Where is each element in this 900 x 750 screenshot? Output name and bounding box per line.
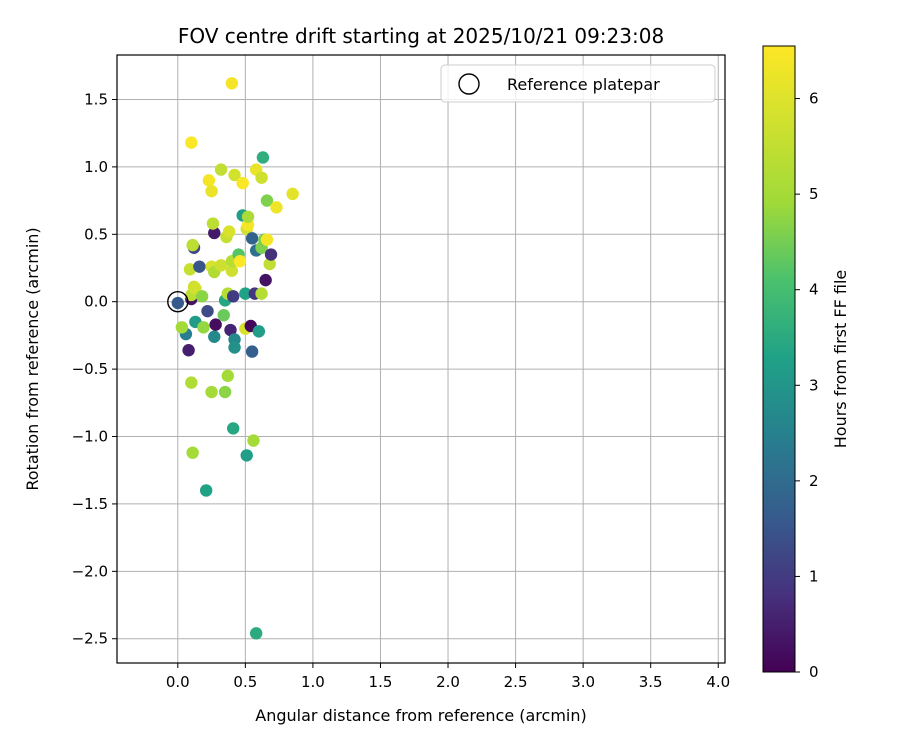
data-point [222,225,236,238]
data-point [217,308,230,322]
data-point [247,434,260,447]
data-point [255,287,268,300]
data-point [221,369,234,383]
colorbar-tick-label: 2 [809,472,819,490]
data-point [255,171,268,184]
y-tick-label: 0.0 [84,293,108,311]
colorbar-tick-label: 0 [809,663,819,681]
data-point [197,321,210,334]
data-point [256,151,270,164]
data-point [193,260,206,273]
x-tick-label: 2.5 [504,673,528,691]
data-point [214,163,228,176]
data-points [167,77,299,640]
x-tick-label: 1.0 [301,673,325,691]
legend: Reference platepar [440,64,716,103]
data-point [226,422,240,435]
y-tick-label: 0.5 [84,225,108,243]
chart-title: FOV centre drift starting at 2025/10/21 … [178,24,664,48]
data-point [233,255,247,268]
x-tick-label: 0.0 [166,673,190,691]
x-tick-label: 0.5 [233,673,257,691]
data-point [226,290,240,303]
y-tick-label: 1.0 [84,158,108,176]
data-point [225,264,239,277]
colorbar-tick-label: 6 [809,90,819,108]
data-point [252,325,266,338]
data-point [245,232,259,245]
reference-platepar-marker [167,291,189,313]
data-point [260,233,274,246]
data-point [183,263,197,276]
data-point [186,446,199,459]
data-point [263,257,276,271]
x-axis-ticks: 0.0 0.5 1.0 1.5 2.0 2.5 3.0 3.5 4.0 [166,663,730,691]
legend-marker-reference [458,73,480,95]
colorbar-label: Hours from first FF file [831,270,850,449]
data-point [225,77,239,90]
data-point [185,376,198,389]
data-point [249,627,263,640]
y-tick-label: −1.0 [72,428,108,446]
x-axis-label: Angular distance from reference (arcmin) [255,706,586,725]
grid [117,55,725,663]
data-point [205,184,218,198]
data-point [228,341,241,354]
y-axis-ticks: 1.5 1.0 0.5 0.0 −0.5 −1.0 −1.5 −2.0 −2.5 [72,90,117,648]
data-point [241,210,255,223]
colorbar-tick-label: 5 [809,185,819,203]
y-tick-label: 1.5 [84,90,108,108]
colorbar-gradient [762,45,796,673]
x-tick-label: 2.0 [436,673,460,691]
y-tick-label: −0.5 [72,360,108,378]
data-point [209,318,222,331]
data-point [201,304,214,318]
data-point [218,385,232,399]
y-axis-label: Rotation from reference (arcmin) [23,227,42,490]
data-point [264,248,278,261]
x-tick-label: 4.0 [706,673,730,691]
data-point [286,187,299,201]
x-tick-label: 1.5 [369,673,393,691]
data-point [182,344,195,357]
data-point [171,296,184,310]
y-tick-label: −2.0 [72,562,108,580]
x-tick-label: 3.5 [639,673,663,691]
data-point [199,484,213,497]
x-tick-label: 3.0 [571,673,595,691]
data-point [239,287,252,300]
data-point [259,273,272,287]
data-point [236,176,249,190]
data-point [245,345,259,358]
y-tick-label: −2.5 [72,630,108,648]
data-point [208,330,221,343]
colorbar-tick-label: 4 [809,281,819,299]
data-point [202,174,216,187]
legend-box [440,64,716,103]
data-point [175,321,189,334]
data-point [224,323,237,337]
data-point [185,136,198,149]
plot-frame [116,54,726,664]
y-tick-label: −1.5 [72,495,108,513]
data-point [195,290,209,303]
colorbar-tick-label: 1 [809,567,819,585]
colorbar-ticks: 0 1 2 3 4 5 6 [795,90,819,681]
data-point [186,238,199,252]
colorbar-tick-label: 3 [809,376,819,394]
data-point [214,259,228,272]
data-point [228,168,241,182]
legend-label-reference: Reference platepar [507,75,660,94]
data-point [206,217,220,230]
data-point [208,226,221,240]
data-point [260,194,274,207]
colorbar: 0 1 2 3 4 5 6 Hours from first FF file [762,45,850,681]
data-point [270,201,283,214]
data-point [240,449,253,462]
data-point [205,385,218,399]
